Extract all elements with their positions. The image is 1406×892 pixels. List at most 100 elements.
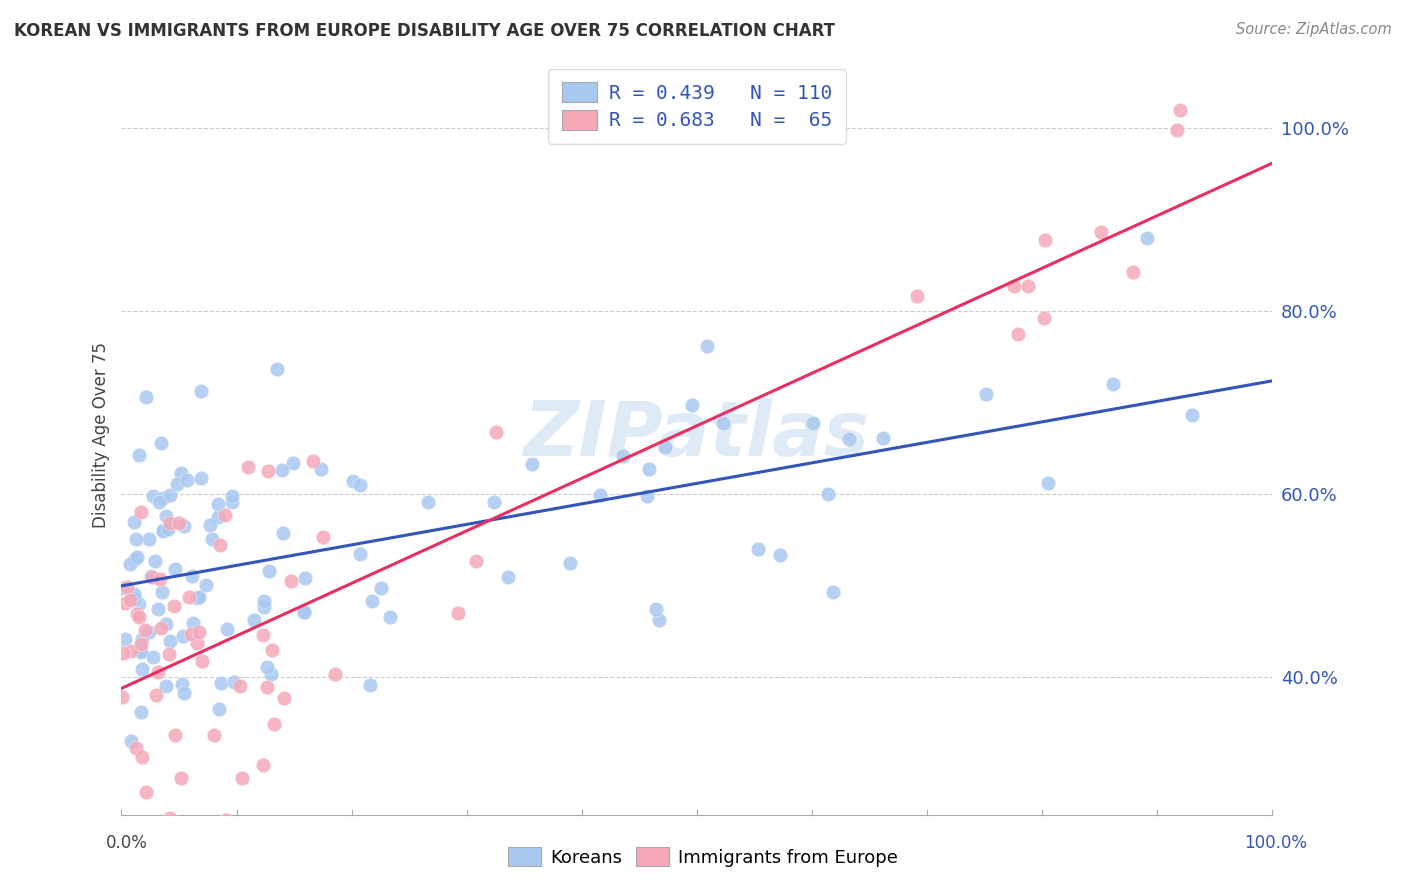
- Point: [801, 416, 824, 430]
- Point: [221, 489, 243, 503]
- Point: [166, 477, 188, 491]
- Point: [215, 813, 238, 827]
- Point: [292, 605, 315, 619]
- Point: [159, 648, 181, 662]
- Point: [120, 592, 142, 607]
- Point: [266, 362, 288, 376]
- Point: [215, 622, 238, 636]
- Point: [170, 771, 193, 785]
- Point: [131, 632, 153, 647]
- Point: [281, 456, 304, 470]
- Point: [149, 622, 172, 636]
- Text: KOREAN VS IMMIGRANTS FROM EUROPE DISABILITY AGE OVER 75 CORRELATION CHART: KOREAN VS IMMIGRANTS FROM EUROPE DISABIL…: [14, 22, 835, 40]
- Point: [253, 594, 276, 608]
- Point: [129, 505, 152, 519]
- Point: [135, 390, 157, 404]
- Text: Source: ZipAtlas.com: Source: ZipAtlas.com: [1236, 22, 1392, 37]
- Point: [124, 592, 146, 607]
- Point: [1168, 103, 1191, 117]
- Point: [124, 552, 146, 566]
- Text: 0.0%: 0.0%: [105, 834, 148, 852]
- Point: [252, 628, 274, 642]
- Point: [115, 580, 138, 594]
- Point: [496, 570, 519, 584]
- Point: [138, 625, 160, 640]
- Point: [155, 679, 177, 693]
- Point: [838, 432, 860, 446]
- Point: [1002, 278, 1025, 293]
- Point: [155, 616, 177, 631]
- Point: [156, 523, 179, 537]
- Point: [263, 717, 285, 731]
- Point: [207, 510, 229, 524]
- Point: [253, 599, 276, 614]
- Point: [236, 459, 259, 474]
- Point: [186, 591, 208, 605]
- Text: ZIPatlas: ZIPatlas: [524, 398, 870, 472]
- Point: [162, 599, 184, 613]
- Point: [173, 518, 195, 533]
- Point: [135, 785, 157, 799]
- Point: [256, 681, 278, 695]
- Point: [200, 518, 222, 533]
- Point: [114, 632, 136, 647]
- Point: [447, 607, 470, 621]
- Point: [208, 538, 231, 552]
- Point: [817, 487, 839, 501]
- Point: [142, 649, 165, 664]
- Point: [165, 562, 187, 576]
- Point: [170, 677, 193, 691]
- Point: [520, 457, 543, 471]
- Point: [228, 679, 250, 693]
- Point: [682, 398, 704, 412]
- Point: [190, 471, 212, 485]
- Point: [349, 547, 371, 561]
- Point: [163, 728, 186, 742]
- Point: [349, 478, 371, 492]
- Point: [323, 667, 346, 681]
- Point: [482, 495, 505, 509]
- Point: [588, 488, 610, 502]
- Point: [294, 605, 316, 619]
- Point: [301, 454, 323, 468]
- Point: [360, 594, 382, 608]
- Point: [270, 463, 292, 477]
- Point: [1122, 265, 1144, 279]
- Point: [309, 462, 332, 476]
- Point: [152, 524, 174, 538]
- Point: [747, 541, 769, 556]
- Point: [188, 590, 211, 604]
- Point: [125, 533, 148, 547]
- Point: [271, 826, 294, 840]
- Text: 100.0%: 100.0%: [1244, 834, 1308, 852]
- Point: [194, 578, 217, 592]
- Point: [176, 473, 198, 487]
- Point: [138, 533, 160, 547]
- Point: [122, 586, 145, 600]
- Point: [252, 758, 274, 772]
- Point: [342, 475, 364, 489]
- Point: [644, 602, 666, 616]
- Point: [159, 811, 181, 825]
- Point: [191, 655, 214, 669]
- Point: [271, 526, 294, 541]
- Point: [131, 750, 153, 764]
- Point: [172, 629, 194, 643]
- Point: [416, 495, 439, 509]
- Point: [311, 530, 333, 544]
- Point: [1036, 475, 1059, 490]
- Point: [257, 465, 280, 479]
- Point: [129, 643, 152, 657]
- Point: [118, 557, 141, 571]
- Point: [1032, 310, 1054, 325]
- Point: [152, 491, 174, 505]
- Point: [114, 596, 136, 610]
- Point: [243, 613, 266, 627]
- Point: [222, 675, 245, 690]
- Point: [149, 572, 172, 586]
- Point: [1090, 226, 1112, 240]
- Point: [129, 644, 152, 658]
- Point: [221, 495, 243, 509]
- Point: [159, 488, 181, 502]
- Point: [256, 660, 278, 674]
